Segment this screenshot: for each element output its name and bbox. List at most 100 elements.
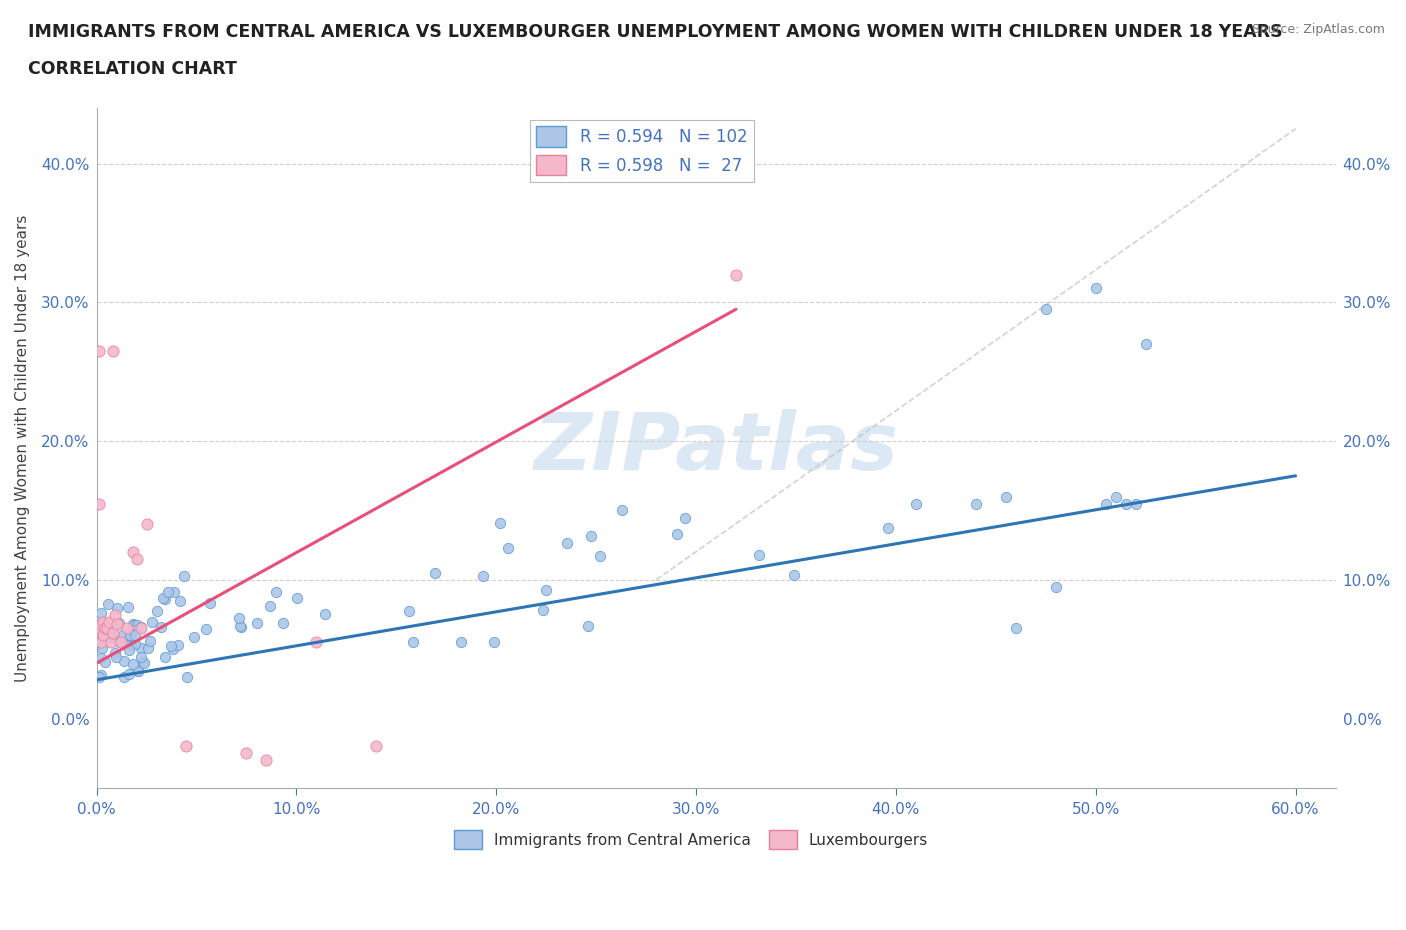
Point bbox=[108, 616, 131, 631]
Point bbox=[271, 616, 294, 631]
Point bbox=[114, 637, 136, 652]
Point bbox=[134, 656, 156, 671]
Legend: Immigrants from Central America, Luxembourgers: Immigrants from Central America, Luxembo… bbox=[449, 824, 935, 856]
Point bbox=[259, 599, 281, 614]
Point bbox=[91, 640, 114, 655]
Point bbox=[748, 548, 770, 563]
Point bbox=[103, 607, 125, 622]
Point bbox=[876, 521, 898, 536]
Point bbox=[724, 267, 747, 282]
Point bbox=[87, 637, 110, 652]
Point bbox=[101, 625, 124, 640]
Point bbox=[105, 601, 128, 616]
Point bbox=[107, 634, 129, 649]
Point bbox=[121, 617, 143, 631]
Point bbox=[162, 642, 184, 657]
Point bbox=[496, 540, 519, 555]
Point bbox=[194, 622, 217, 637]
Point bbox=[117, 600, 139, 615]
Point bbox=[101, 619, 124, 634]
Point bbox=[254, 753, 277, 768]
Point bbox=[127, 663, 149, 678]
Point bbox=[176, 670, 198, 684]
Text: CORRELATION CHART: CORRELATION CHART bbox=[28, 60, 238, 78]
Point bbox=[139, 633, 162, 648]
Point bbox=[366, 739, 388, 754]
Point bbox=[100, 631, 122, 645]
Point bbox=[579, 528, 602, 543]
Point bbox=[112, 670, 135, 684]
Point bbox=[114, 633, 136, 648]
Point bbox=[90, 667, 112, 682]
Point bbox=[314, 607, 336, 622]
Point bbox=[235, 746, 257, 761]
Point bbox=[1115, 496, 1137, 511]
Point bbox=[90, 635, 112, 650]
Point bbox=[90, 605, 112, 620]
Point bbox=[287, 591, 309, 605]
Point bbox=[118, 643, 141, 658]
Point bbox=[104, 650, 127, 665]
Point bbox=[124, 618, 146, 632]
Point bbox=[110, 635, 132, 650]
Point bbox=[965, 496, 987, 511]
Point bbox=[93, 621, 115, 636]
Point bbox=[129, 619, 152, 634]
Point bbox=[246, 616, 269, 631]
Point bbox=[169, 593, 191, 608]
Point bbox=[166, 638, 188, 653]
Text: IMMIGRANTS FROM CENTRAL AMERICA VS LUXEMBOURGER UNEMPLOYMENT AMONG WOMEN WITH CH: IMMIGRANTS FROM CENTRAL AMERICA VS LUXEM… bbox=[28, 23, 1282, 41]
Point bbox=[96, 621, 118, 636]
Point bbox=[120, 638, 142, 653]
Point bbox=[198, 596, 221, 611]
Point bbox=[305, 635, 328, 650]
Point bbox=[121, 545, 143, 560]
Point bbox=[155, 649, 177, 664]
Point bbox=[162, 584, 184, 599]
Point bbox=[125, 618, 148, 632]
Point bbox=[91, 614, 114, 629]
Point bbox=[87, 343, 110, 358]
Point bbox=[100, 635, 122, 650]
Point bbox=[91, 628, 114, 643]
Point bbox=[1105, 489, 1128, 504]
Point bbox=[398, 604, 420, 618]
Point bbox=[146, 604, 169, 618]
Point bbox=[589, 549, 612, 564]
Point bbox=[136, 641, 159, 656]
Point bbox=[489, 515, 512, 530]
Point bbox=[101, 629, 124, 644]
Point bbox=[159, 638, 181, 653]
Point bbox=[118, 667, 141, 682]
Point bbox=[994, 489, 1017, 504]
Point bbox=[173, 568, 195, 583]
Point bbox=[105, 617, 128, 631]
Point bbox=[129, 641, 152, 656]
Point bbox=[129, 649, 152, 664]
Point bbox=[229, 619, 252, 634]
Point bbox=[87, 670, 110, 684]
Text: ZIPatlas: ZIPatlas bbox=[533, 409, 898, 487]
Point bbox=[450, 635, 472, 650]
Point bbox=[666, 526, 689, 541]
Y-axis label: Unemployment Among Women with Children Under 18 years: Unemployment Among Women with Children U… bbox=[15, 214, 30, 682]
Point bbox=[1094, 496, 1116, 511]
Point bbox=[125, 551, 148, 566]
Point bbox=[104, 645, 127, 660]
Point bbox=[176, 739, 198, 754]
Point bbox=[266, 585, 288, 600]
Point bbox=[135, 517, 157, 532]
Point bbox=[557, 536, 579, 551]
Point bbox=[610, 502, 633, 517]
Point bbox=[98, 626, 121, 641]
Point bbox=[97, 597, 120, 612]
Point bbox=[1135, 337, 1157, 352]
Point bbox=[124, 636, 146, 651]
Point bbox=[423, 566, 446, 581]
Point bbox=[121, 657, 143, 671]
Point bbox=[228, 610, 250, 625]
Point bbox=[118, 628, 141, 643]
Point bbox=[129, 621, 152, 636]
Point bbox=[402, 635, 425, 650]
Point bbox=[904, 496, 927, 511]
